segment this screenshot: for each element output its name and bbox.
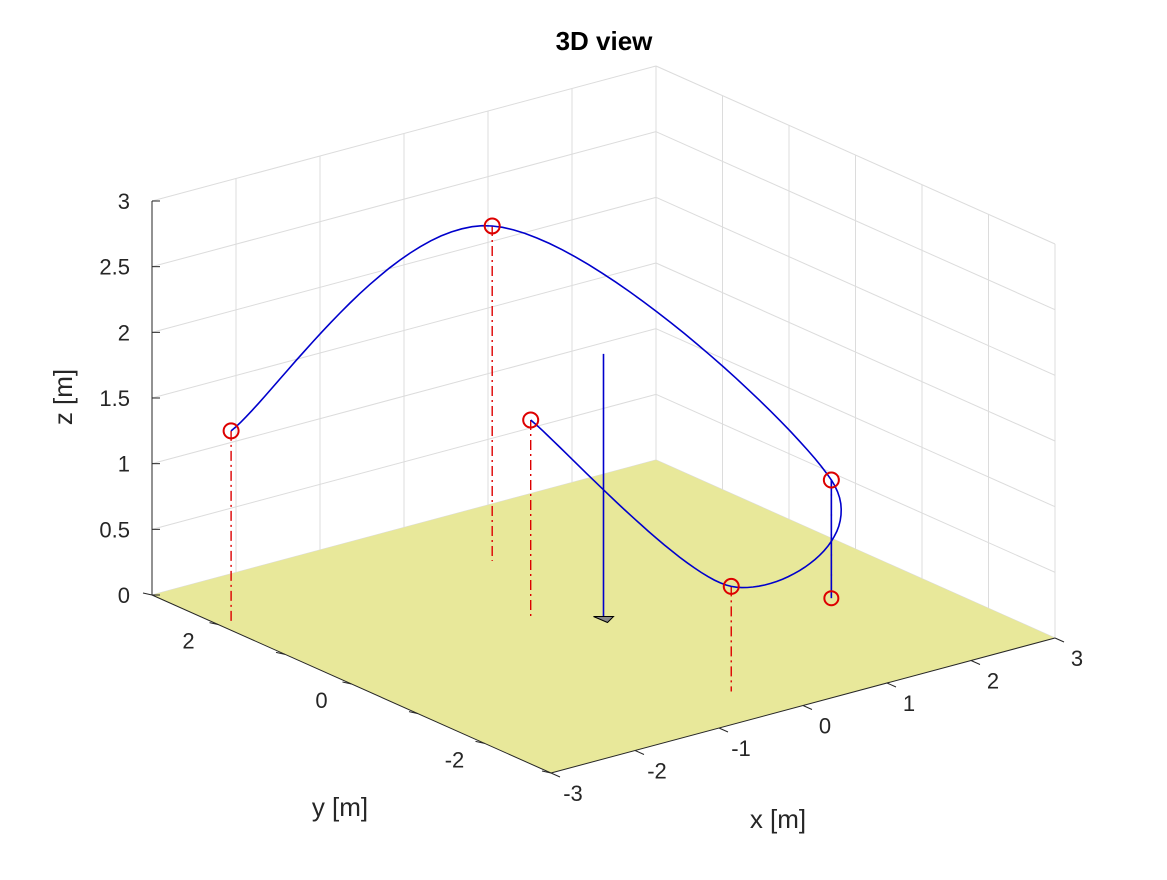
waypoint-marker xyxy=(522,411,540,429)
waypoint-marker xyxy=(822,471,840,489)
z-tick-label: 1.5 xyxy=(99,386,130,411)
y-tick-mark xyxy=(142,592,153,596)
waypoint-marker xyxy=(722,577,740,595)
x-tick-label: -3 xyxy=(563,781,583,806)
z-tick-label: 1 xyxy=(118,452,130,477)
x-tick-label: -1 xyxy=(731,736,751,761)
x-tick-mark xyxy=(1054,637,1065,643)
final-waypoint-marker xyxy=(823,590,840,607)
grid-line xyxy=(655,262,1056,442)
grid-line xyxy=(151,131,657,268)
y-tick-label: 0 xyxy=(315,688,327,713)
x-tick-mark xyxy=(970,660,981,665)
y-tick-label: 2 xyxy=(182,629,194,654)
grid-line xyxy=(655,393,1056,573)
waypoint-markers xyxy=(222,217,840,607)
y-tick-mark xyxy=(275,651,286,655)
waypoint-drop-lines xyxy=(230,225,833,692)
x-tick-mark xyxy=(886,682,897,688)
y-tick-mark xyxy=(475,740,485,744)
x-tick-label: 1 xyxy=(903,691,915,716)
trajectory xyxy=(230,224,843,624)
z-tick-label: 3 xyxy=(118,189,130,214)
y-tick-mark xyxy=(209,622,219,626)
grid-line xyxy=(655,196,1056,376)
x-axis-label: x [m] xyxy=(750,804,806,834)
grid-line xyxy=(655,65,1056,245)
grid-line xyxy=(151,262,657,399)
grid-line xyxy=(151,65,657,202)
z-axis-label: z [m] xyxy=(48,369,78,425)
grid-line xyxy=(151,328,657,465)
x-tick-label: 2 xyxy=(987,669,999,694)
waypoint-marker xyxy=(222,422,240,440)
x-tick-mark xyxy=(718,727,729,733)
x-tick-mark xyxy=(550,772,561,778)
grid-line xyxy=(151,393,657,530)
waypoint-marker xyxy=(483,217,501,235)
y-tick-mark xyxy=(408,711,419,715)
tick-labels: -3 -2 -1 0 1 2 3 -2 0 2 0 0.5 1 1.5 2 2.5 3 xyxy=(99,189,1083,806)
y-tick-mark xyxy=(541,770,552,774)
grid-line xyxy=(151,196,657,333)
z-tick-label: 0 xyxy=(118,583,130,608)
grid xyxy=(151,65,1056,639)
y-axis-label: y [m] xyxy=(312,792,368,822)
z-tick-label: 2.5 xyxy=(99,255,130,280)
x-tick-mark xyxy=(634,750,645,755)
x-tick-label: 0 xyxy=(819,714,831,739)
x-tick-label: 3 xyxy=(1071,646,1083,671)
x-tick-mark xyxy=(802,705,813,710)
z-tick-label: 2 xyxy=(118,320,130,345)
y-tick-mark xyxy=(342,681,352,685)
grid-line xyxy=(655,328,1056,508)
z-tick-label: 0.5 xyxy=(99,517,130,542)
x-tick-label: -2 xyxy=(647,759,667,784)
y-tick-label: -2 xyxy=(445,747,465,772)
chart-title: 3D view xyxy=(556,26,654,56)
grid-line xyxy=(655,131,1056,311)
axes xyxy=(142,200,1065,778)
drone-marker xyxy=(593,616,615,624)
